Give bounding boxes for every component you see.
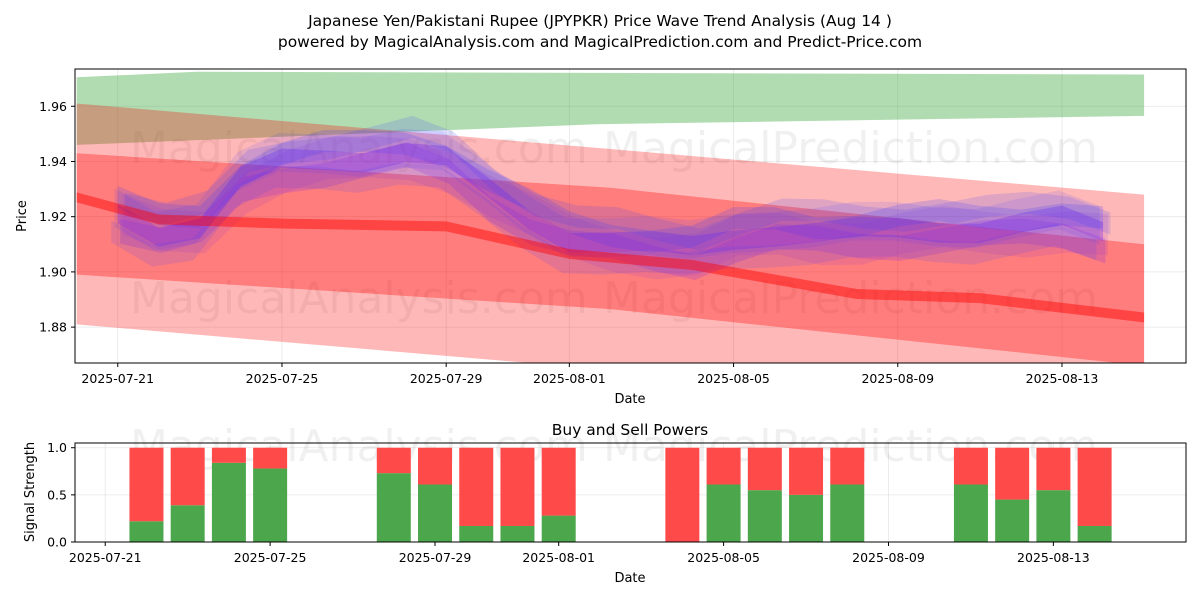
price-x-tick-label: 2025-07-21 (81, 371, 154, 386)
price-y-tick-label: 1.94 (39, 154, 67, 169)
buy-bar (253, 468, 288, 542)
sell-bar (789, 447, 824, 495)
wave-band (117, 129, 1104, 253)
price-x-tick-label: 2025-08-01 (533, 371, 606, 386)
price-x-tick-label: 2025-08-09 (861, 371, 934, 386)
watermark-prediction-top: MagicalPrediction.com (603, 123, 1098, 174)
green-band (76, 71, 1145, 145)
signal-x-tick-label: 2025-08-09 (852, 550, 925, 565)
price-y-tick-label: 1.92 (39, 209, 67, 224)
price-y-tick-label: 1.88 (39, 320, 67, 335)
buy-bar (418, 484, 453, 542)
signal-x-tick-label: 2025-07-21 (69, 550, 142, 565)
buy-bar (170, 505, 205, 542)
sell-bar (376, 447, 411, 474)
buy-bar (953, 484, 988, 542)
signal-y-tick-label: 1.0 (47, 440, 67, 455)
buy-bar (747, 490, 782, 542)
sell-bar (253, 447, 288, 469)
signal-y-tick-label: 0.5 (47, 487, 67, 502)
buy-bar (211, 462, 246, 542)
buy-bar (129, 521, 164, 542)
wave-band (111, 162, 1097, 275)
buy-bar (830, 484, 865, 542)
sell-bar (170, 447, 205, 506)
price-y-ticks: 1.88 1.90 1.92 1.94 1.96 (39, 99, 75, 335)
sell-bar (1077, 447, 1112, 526)
price-y-tick-label: 1.90 (39, 264, 67, 279)
price-plot-area (76, 71, 1145, 363)
chart-title: Japanese Yen/Pakistani Rupee (JPYPKR) Pr… (307, 12, 892, 30)
sell-bar (129, 447, 164, 522)
wave-band (125, 115, 1111, 251)
buy-bar (541, 515, 576, 542)
signal-y-ticks: 0.0 0.5 1.0 (47, 440, 75, 550)
price-panel: MagicalAnalysis.com MagicalPrediction.co… (15, 68, 1187, 407)
buy-bar (706, 484, 741, 542)
sell-bar (541, 447, 576, 516)
price-y-axis-label: Price (15, 200, 30, 232)
price-x-tick-label: 2025-08-13 (1026, 371, 1099, 386)
wave-band (114, 128, 1100, 259)
price-y-tick-label: 1.96 (39, 99, 67, 114)
signal-panel: Buy and Sell Powers MagicalAnalysis.com … (23, 421, 1187, 586)
sell-bar (418, 447, 453, 485)
sell-bar (665, 447, 700, 542)
sell-bar (459, 447, 494, 526)
buy-bar (789, 494, 824, 542)
signal-x-tick-label: 2025-07-29 (399, 550, 472, 565)
price-grid (75, 69, 1186, 363)
red-trend-band (76, 192, 1145, 323)
sell-bar (211, 447, 246, 463)
signal-x-axis-label: Date (614, 571, 645, 586)
signal-x-tick-label: 2025-08-05 (687, 550, 760, 565)
sell-bar (500, 447, 535, 526)
signal-y-tick-label: 0.0 (47, 535, 67, 550)
signal-x-ticks: 2025-07-21 2025-07-25 2025-07-29 2025-08-01… (69, 542, 1090, 565)
sell-bar (953, 447, 988, 485)
red-channel-band (76, 103, 1145, 363)
signal-plot-area (129, 447, 1112, 542)
signal-x-tick-label: 2025-07-25 (234, 550, 307, 565)
signal-x-tick-label: 2025-08-01 (522, 550, 595, 565)
buy-bar (995, 499, 1030, 542)
signal-panel-title: Buy and Sell Powers (552, 421, 709, 439)
sell-bar (995, 447, 1030, 500)
watermark-analysis-mid: MagicalAnalysis.com (130, 273, 588, 324)
wave-band (117, 142, 1104, 256)
signal-x-tick-label: 2025-08-13 (1017, 550, 1090, 565)
price-x-axis-label: Date (614, 392, 645, 407)
price-x-tick-label: 2025-07-25 (246, 371, 319, 386)
chart-subtitle: powered by MagicalAnalysis.com and Magic… (278, 33, 922, 51)
buy-bar (459, 525, 494, 542)
buy-bar (376, 473, 411, 542)
price-x-ticks: 2025-07-21 2025-07-25 2025-07-29 2025-08-01… (81, 363, 1098, 386)
buy-bar (1077, 525, 1112, 542)
sell-bar (706, 447, 741, 485)
price-x-tick-label: 2025-07-29 (410, 371, 483, 386)
buy-bar (500, 525, 535, 542)
sell-bar (1036, 447, 1071, 491)
watermark-analysis-top: MagicalAnalysis.com (130, 123, 588, 174)
price-axes-frame (74, 68, 1187, 364)
sell-bar (830, 447, 865, 485)
buy-bar (1036, 490, 1071, 542)
signal-axes-frame (74, 442, 1187, 543)
wave-band (120, 142, 1106, 281)
signal-y-axis-label: Signal Strength (23, 442, 38, 542)
sell-bar (747, 447, 782, 491)
wave-band (122, 135, 1108, 280)
price-x-tick-label: 2025-08-05 (697, 371, 770, 386)
red-channel-band (76, 153, 1145, 363)
watermark-prediction-mid: MagicalPrediction.com (603, 273, 1098, 324)
